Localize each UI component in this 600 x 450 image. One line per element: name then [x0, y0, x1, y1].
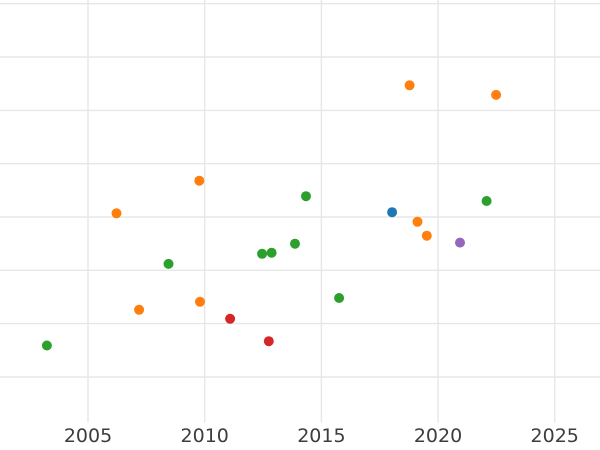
scatter-point-green [290, 238, 300, 249]
scatter-point-green [257, 248, 268, 259]
scatter-point-blue [387, 207, 398, 218]
scatter-point-orange [194, 175, 205, 186]
scatter-point-orange [134, 304, 145, 315]
scatter-point-green [301, 191, 311, 202]
scatter-point-green [481, 196, 492, 206]
scatter-point-red [263, 336, 274, 347]
scatter-point-green [41, 340, 52, 351]
x-tick-label: 2015 [297, 425, 345, 447]
scatter-point-red [225, 313, 236, 324]
scatter-point-orange [412, 216, 423, 227]
x-tick-label: 2025 [531, 425, 579, 447]
scatter-point-orange [195, 296, 205, 307]
scatter-point-green [266, 247, 277, 258]
scatter-point-green [163, 258, 174, 269]
x-tick-label: 2005 [64, 425, 112, 447]
scatter-points [41, 80, 502, 351]
scatter-point-orange [111, 208, 122, 219]
scatter-point-green [334, 293, 345, 303]
x-tick-label: 2020 [414, 425, 462, 447]
scatter-point-orange [491, 89, 502, 100]
vertical-gridlines [87, 0, 556, 423]
scatter-point-orange [421, 230, 432, 241]
x-tick-label: 2010 [181, 425, 229, 447]
scatter-point-purple [455, 237, 465, 248]
x-axis-tick-labels: 2005 2010 2015 2020 2025 [64, 425, 579, 447]
horizontal-gridlines [0, 3, 600, 378]
scatter-point-orange [404, 80, 415, 91]
